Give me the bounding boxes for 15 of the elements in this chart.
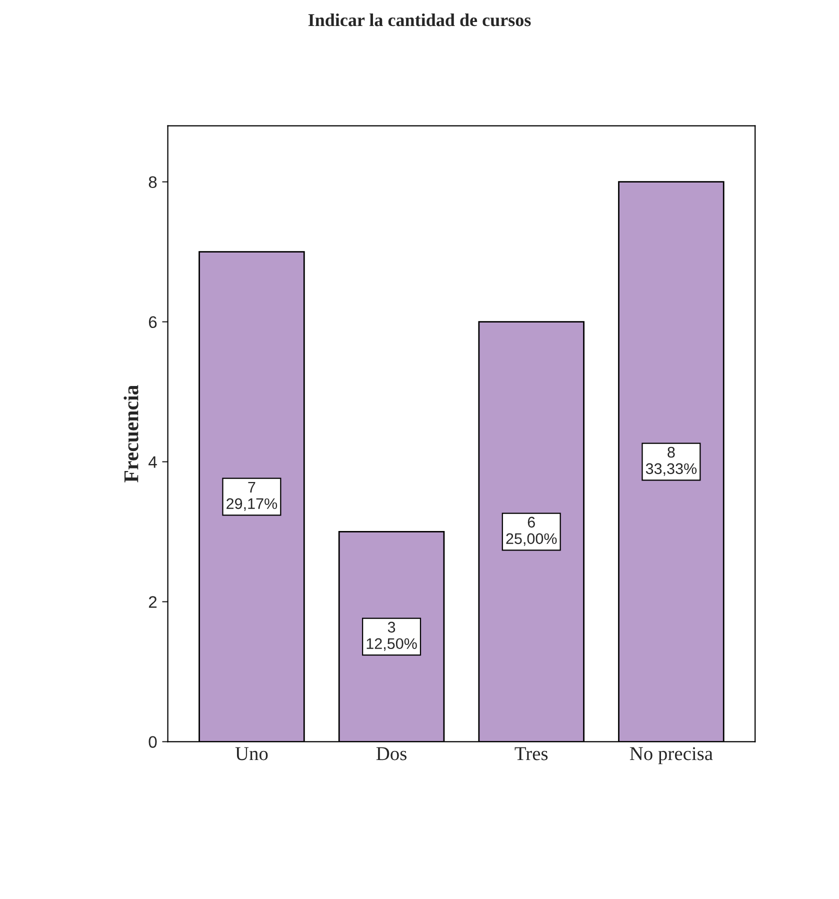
data-label: 7 29,17% bbox=[226, 482, 278, 511]
x-tick-label: No precisa bbox=[630, 747, 713, 764]
y-tick-label: 0 bbox=[148, 736, 157, 748]
data-label: 6 25,00% bbox=[506, 516, 557, 546]
data-label: 8 33,33% bbox=[646, 446, 697, 476]
data-label: 3 12,50% bbox=[366, 622, 417, 651]
y-tick-label: 6 bbox=[148, 316, 157, 328]
x-tick-label: Tres bbox=[514, 747, 548, 760]
chart-title: Indicar la cantidad de cursos bbox=[308, 13, 531, 26]
y-axis-title: Frecuencia bbox=[124, 385, 138, 482]
y-tick-label: 4 bbox=[148, 456, 157, 468]
y-tick-label: 2 bbox=[148, 596, 157, 608]
x-tick-label: Dos bbox=[376, 747, 406, 760]
y-tick-label: 8 bbox=[148, 176, 157, 188]
x-tick-label: Uno bbox=[235, 747, 268, 760]
